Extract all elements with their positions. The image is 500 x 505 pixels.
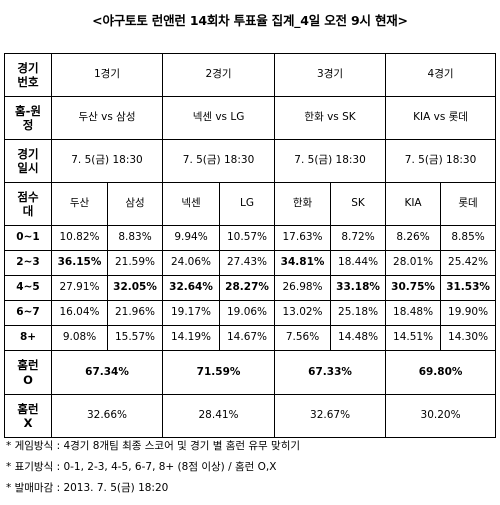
note-deadline: * 발매마감 : 2013. 7. 5(금) 18:20 <box>6 482 169 494</box>
vote-rate-cell: 18.44% <box>330 250 387 276</box>
game-number: 2경기 <box>162 53 276 97</box>
table-row: 4~5 27.91% 32.05% 32.64% 28.27% 26.98% 33.18% 3… <box>4 275 497 301</box>
game-datetime: 7. 5(금) 18:30 <box>385 139 497 183</box>
vote-rate-cell: 19.17% <box>162 300 221 326</box>
game-datetime: 7. 5(금) 18:30 <box>50 139 164 183</box>
vote-rate-cell: 10.57% <box>219 225 276 251</box>
vote-rate-cell: 24.06% <box>162 250 221 276</box>
row-homerun-o: 홈런 O 67.34% 71.59% 67.33% 69.80% <box>4 350 497 395</box>
vote-rate-table: 경기 번호 1경기 2경기 3경기 4경기 홈-원 정 두산 vs 삼성 넥센 vs LG 한화… <box>4 53 497 438</box>
vote-rate-cell: 21.59% <box>106 250 164 276</box>
vote-rate-cell: 8.26% <box>385 225 442 251</box>
vote-rate-cell: 25.42% <box>440 250 497 276</box>
vote-rate-cell: 28.27% <box>219 275 276 301</box>
vote-rate-cell: 18.48% <box>385 300 442 326</box>
row-matchup: 홈-원 정 두산 vs 삼성 넥센 vs LG 한화 vs SK KIA vs 롯데 <box>4 96 497 140</box>
vote-rate-cell: 34.81% <box>274 250 332 276</box>
row-game-number: 경기 번호 1경기 2경기 3경기 4경기 <box>4 53 497 97</box>
table-row: 2~3 36.15% 21.59% 24.06% 27.43% 34.81% 18.44% 2… <box>4 250 497 276</box>
vote-rate-cell: 8.85% <box>440 225 497 251</box>
homerun-x-rate: 32.66% <box>50 394 164 438</box>
vote-rate-cell: 32.05% <box>106 275 164 301</box>
table-row: 0~1 10.82% 8.83% 9.94% 10.57% 17.63% 8.72% 8.26… <box>4 225 497 251</box>
game-number: 3경기 <box>274 53 387 97</box>
homerun-o-rate: 67.34% <box>50 350 164 395</box>
team-name: 삼성 <box>106 182 164 226</box>
vote-rate-cell: 10.82% <box>51 225 108 251</box>
vote-rate-cell: 32.64% <box>162 275 221 301</box>
game-number: 4경기 <box>385 53 497 97</box>
vote-rate-cell: 30.75% <box>385 275 442 301</box>
vote-rate-cell: 27.91% <box>51 275 108 301</box>
team-name: 롯데 <box>440 182 497 226</box>
note-game-method: * 게임방식 : 4경기 8개팀 최종 스코어 및 경기 별 홈런 유무 맞히기 <box>6 440 301 452</box>
game-number: 1경기 <box>50 53 164 97</box>
notes: * 게임방식 : 4경기 8개팀 최종 스코어 및 경기 별 홈런 유무 맞히기… <box>6 436 300 499</box>
matchup: 넥센 vs LG <box>162 96 276 140</box>
score-range-label: 6~7 <box>4 300 52 326</box>
homerun-x-rate: 32.67% <box>274 394 387 438</box>
vote-rate-cell: 28.01% <box>385 250 442 276</box>
matchup: 두산 vs 삼성 <box>50 96 164 140</box>
table-row: 6~7 16.04% 21.96% 19.17% 19.06% 13.02% 25.18% 1… <box>4 300 497 326</box>
row-teams: 점수 대 두산 삼성 넥센 LG 한화 SK KIA 롯데 <box>4 182 497 226</box>
team-name: LG <box>219 182 276 226</box>
game-datetime: 7. 5(금) 18:30 <box>274 139 387 183</box>
homerun-x-rate: 28.41% <box>162 394 276 438</box>
row-label-date: 경기 일시 <box>4 139 52 183</box>
matchup: KIA vs 롯데 <box>385 96 497 140</box>
vote-rate-cell: 25.18% <box>330 300 387 326</box>
matchup: 한화 vs SK <box>274 96 387 140</box>
vote-rate-cell: 27.43% <box>219 250 276 276</box>
vote-rate-cell: 9.94% <box>162 225 221 251</box>
note-notation: * 표기방식 : 0-1, 2-3, 4-5, 6-7, 8+ (8점 이상) … <box>6 461 277 473</box>
score-range-label: 8+ <box>4 325 52 351</box>
homerun-o-rate: 71.59% <box>162 350 276 395</box>
vote-rate-cell: 17.63% <box>274 225 332 251</box>
row-label-home_o: 홈런 O <box>4 350 52 395</box>
score-range-label: 2~3 <box>4 250 52 276</box>
vote-rate-cell: 19.06% <box>219 300 276 326</box>
vote-rate-cell: 14.67% <box>219 325 276 351</box>
row-label-score: 점수 대 <box>4 182 52 226</box>
vote-rate-cell: 14.30% <box>440 325 497 351</box>
vote-rate-cell: 16.04% <box>51 300 108 326</box>
homerun-x-rate: 30.20% <box>385 394 497 438</box>
vote-rate-cell: 9.08% <box>51 325 108 351</box>
table-row: 8+ 9.08% 15.57% 14.19% 14.67% 7.56% 14.48% 14.5… <box>4 325 497 351</box>
vote-rate-cell: 15.57% <box>106 325 164 351</box>
vote-rate-cell: 8.83% <box>106 225 164 251</box>
homerun-o-rate: 67.33% <box>274 350 387 395</box>
vote-rate-cell: 8.72% <box>330 225 387 251</box>
vote-rate-cell: 14.51% <box>385 325 442 351</box>
row-date: 경기 일시 7. 5(금) 18:30 7. 5(금) 18:30 7. 5(금) 1… <box>4 139 497 183</box>
vote-rate-cell: 13.02% <box>274 300 332 326</box>
vote-rate-cell: 26.98% <box>274 275 332 301</box>
team-name: 두산 <box>51 182 108 226</box>
vote-rate-cell: 14.19% <box>162 325 221 351</box>
vote-rate-cell: 36.15% <box>51 250 108 276</box>
vote-rate-cell: 19.90% <box>440 300 497 326</box>
page-title: <야구토토 런앤런 14회차 투표율 집계_4일 오전 9시 현재> <box>92 13 408 28</box>
vote-rate-cell: 31.53% <box>440 275 497 301</box>
game-datetime: 7. 5(금) 18:30 <box>162 139 276 183</box>
vote-rate-cell: 33.18% <box>330 275 387 301</box>
score-range-label: 0~1 <box>4 225 52 251</box>
score-range-label: 4~5 <box>4 275 52 301</box>
row-label-game: 경기 번호 <box>4 53 52 97</box>
homerun-o-rate: 69.80% <box>385 350 497 395</box>
row-label-home_x: 홈런 X <box>4 394 52 438</box>
team-name: 한화 <box>274 182 332 226</box>
row-label-match: 홈-원 정 <box>4 96 52 140</box>
vote-rate-cell: 7.56% <box>274 325 332 351</box>
team-name: SK <box>330 182 387 226</box>
vote-rate-cell: 21.96% <box>106 300 164 326</box>
team-name: KIA <box>385 182 442 226</box>
vote-rate-cell: 14.48% <box>330 325 387 351</box>
row-homerun-x: 홈런 X 32.66% 28.41% 32.67% 30.20% <box>4 394 497 438</box>
team-name: 넥센 <box>162 182 221 226</box>
